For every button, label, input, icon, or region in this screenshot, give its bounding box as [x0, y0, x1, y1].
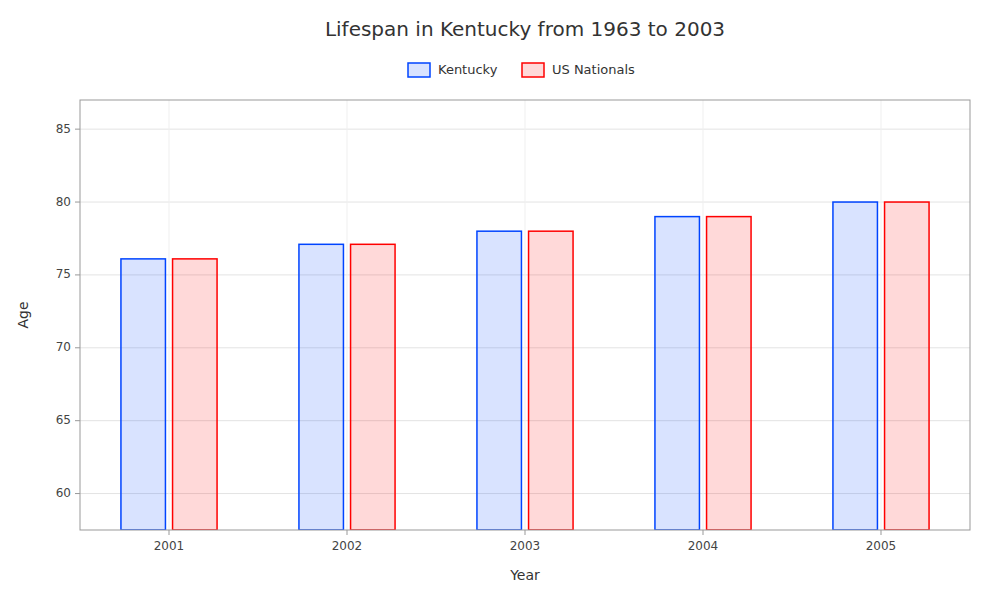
legend-label: Kentucky: [438, 62, 498, 77]
y-tick: [75, 129, 80, 130]
bar: [885, 202, 930, 530]
bar: [529, 231, 574, 530]
x-tick-label: 2001: [154, 539, 185, 553]
y-tick-label: 85: [56, 122, 71, 136]
grid-line-x: [703, 100, 704, 530]
grid-line-x: [347, 100, 348, 530]
plot-frame: [80, 100, 970, 530]
bar: [121, 259, 166, 530]
y-tick-label: 70: [56, 340, 71, 354]
bar: [477, 231, 522, 530]
y-tick: [75, 347, 80, 348]
x-tick: [703, 530, 704, 535]
x-axis: 2001 2002 2003 2004 2005: [154, 530, 897, 553]
legend-swatch: [522, 63, 544, 77]
y-axis-label: Age: [15, 301, 31, 328]
x-tick: [169, 530, 170, 535]
x-tick-label: 2005: [866, 539, 897, 553]
grid-line-x: [525, 100, 526, 530]
x-tick: [525, 530, 526, 535]
x-tick: [881, 530, 882, 535]
y-tick: [75, 493, 80, 494]
y-tick-label: 75: [56, 267, 71, 281]
y-tick: [75, 202, 80, 203]
chart-container: 60 65 70 75 80 85 2001 2002 2003 2004 2005 Year Age L…: [0, 0, 1000, 600]
legend-swatch: [408, 63, 430, 77]
grid: [80, 100, 970, 530]
legend-label: US Nationals: [552, 62, 635, 77]
title: Lifespan in Kentucky from 1963 to 2003: [325, 17, 725, 41]
x-tick-label: 2002: [332, 539, 363, 553]
bar: [299, 244, 344, 530]
background: [0, 0, 1000, 600]
y-tick-label: 80: [56, 195, 71, 209]
bar: [173, 259, 218, 530]
y-tick-label: 65: [56, 413, 71, 427]
y-tick: [75, 420, 80, 421]
x-axis-label: Year: [509, 567, 540, 583]
x-tick-label: 2003: [510, 539, 541, 553]
grid-line-x: [169, 100, 170, 530]
bar: [833, 202, 878, 530]
legend: Kentucky US Nationals: [408, 62, 635, 78]
bar: [655, 217, 700, 530]
y-tick: [75, 274, 80, 275]
grid-line-x: [881, 100, 882, 530]
x-tick: [347, 530, 348, 535]
chart-svg: 60 65 70 75 80 85 2001 2002 2003 2004 2005 Year Age L…: [0, 0, 1000, 600]
bar: [351, 244, 396, 530]
bars: [121, 202, 929, 530]
y-axis: 60 65 70 75 80 85: [56, 122, 80, 500]
x-tick-label: 2004: [688, 539, 719, 553]
bar: [707, 217, 752, 530]
y-tick-label: 60: [56, 486, 71, 500]
